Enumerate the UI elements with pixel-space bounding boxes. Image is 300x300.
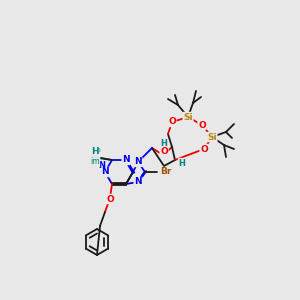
- Text: H: H: [160, 140, 167, 148]
- Text: N: N: [134, 158, 142, 166]
- Text: N: N: [134, 178, 142, 187]
- Text: H: H: [178, 158, 185, 167]
- Text: O: O: [198, 121, 206, 130]
- Text: Br: Br: [160, 167, 172, 176]
- Text: O: O: [160, 148, 168, 157]
- Text: im: im: [93, 147, 101, 153]
- Text: N: N: [98, 161, 106, 170]
- Text: N: N: [122, 155, 130, 164]
- Text: H: H: [91, 148, 99, 157]
- Text: H: H: [91, 154, 98, 163]
- Text: O: O: [106, 194, 114, 203]
- Text: N: N: [101, 167, 109, 176]
- Text: Si: Si: [183, 112, 193, 122]
- Text: O: O: [200, 145, 208, 154]
- Text: Si: Si: [207, 133, 217, 142]
- Text: im: im: [90, 158, 100, 166]
- Text: O: O: [168, 118, 176, 127]
